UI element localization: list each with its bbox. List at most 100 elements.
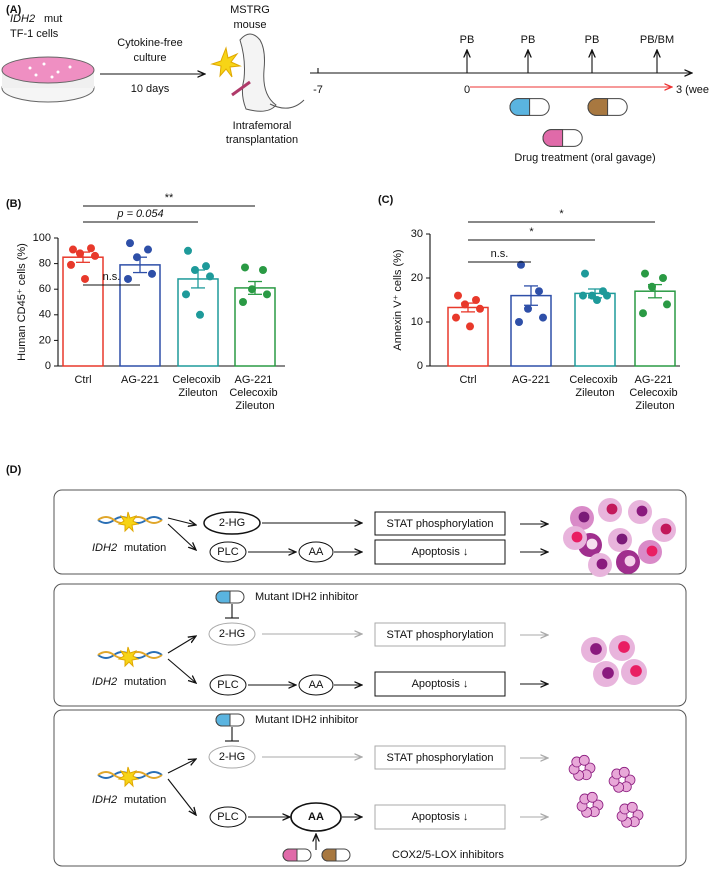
label: Apoptosis ↓ <box>412 546 469 558</box>
data-point <box>196 310 204 319</box>
label: STAT phosphorylation <box>386 752 493 764</box>
data-point <box>182 290 190 299</box>
data-point <box>133 253 141 262</box>
nucleus <box>606 503 618 515</box>
label: Mutant IDH2 inhibitor <box>255 591 359 603</box>
label: 2-HG <box>219 751 245 763</box>
label: AA <box>309 679 324 691</box>
dish-top <box>1 56 95 84</box>
label: PLC <box>217 679 238 691</box>
data-point <box>639 309 647 318</box>
node <box>208 745 256 769</box>
data-point <box>476 304 484 313</box>
label: 3 (weeks) <box>676 84 709 96</box>
data-point <box>191 266 199 274</box>
label: AA <box>308 811 324 823</box>
y-tick-label: 80 <box>39 258 51 270</box>
data-point <box>461 300 469 309</box>
apoptotic-body <box>586 791 598 803</box>
data-point <box>263 290 271 299</box>
apoptotic-body <box>578 754 590 766</box>
data-point <box>81 274 89 283</box>
data-point <box>91 251 99 260</box>
data-point <box>67 260 75 269</box>
data-point <box>76 249 84 258</box>
data-point <box>524 304 532 313</box>
nucleus <box>596 558 608 570</box>
label: PLC <box>217 546 238 558</box>
label: culture <box>133 52 166 64</box>
label: Mutant IDH2 inhibitor <box>255 714 359 726</box>
nucleus <box>660 523 672 535</box>
data-point <box>663 300 671 309</box>
node-box <box>374 539 506 565</box>
significance-label: ** <box>165 192 174 204</box>
data-point <box>202 262 210 271</box>
significance-label: p = 0.054 <box>116 208 163 220</box>
arrow <box>167 517 196 525</box>
label: STAT phosphorylation <box>386 518 493 530</box>
label: IDH2 <box>10 13 35 25</box>
label: Apoptosis ↓ <box>412 678 469 690</box>
data-point <box>148 269 156 278</box>
node <box>298 674 334 696</box>
label: 2-HG <box>219 628 245 640</box>
node <box>208 622 256 646</box>
syringe <box>231 80 251 97</box>
pill-left <box>587 98 609 116</box>
node-box <box>374 622 506 647</box>
nucleus <box>624 555 636 567</box>
data-point <box>248 285 256 294</box>
pill-left <box>215 590 231 604</box>
panel-box <box>53 709 687 867</box>
nucleus <box>590 643 602 655</box>
nucleus <box>630 665 642 677</box>
data-point <box>452 313 460 322</box>
node <box>203 511 261 535</box>
y-tick-label: 100 <box>33 232 51 244</box>
y-axis-title: Human CD45⁺ cells (%) <box>16 243 28 361</box>
label: 2-HG <box>219 517 245 529</box>
data-point <box>144 245 152 254</box>
x-tick-label: AG-221 <box>512 374 550 386</box>
star <box>117 766 140 788</box>
label: mutation <box>124 676 166 688</box>
data-point <box>259 266 267 274</box>
y-tick-label: 40 <box>39 309 51 321</box>
y-tick-label: 0 <box>417 360 423 372</box>
bar <box>510 294 552 367</box>
mouse-tail <box>269 99 305 109</box>
arrow <box>167 523 196 550</box>
pill-left <box>509 98 531 116</box>
data-point <box>126 239 134 248</box>
label: PB/BM <box>640 34 674 46</box>
cell-dot <box>50 75 54 79</box>
arrow <box>167 658 196 683</box>
label: Apoptosis ↓ <box>412 811 469 823</box>
significance-label: * <box>559 208 564 220</box>
y-tick-label: 10 <box>411 316 423 328</box>
panel-label: (B) <box>6 198 22 210</box>
data-point <box>69 245 77 254</box>
node <box>209 806 247 828</box>
panel-label: (A) <box>6 4 22 16</box>
y-tick-label: 20 <box>39 334 51 346</box>
x-tick-label: Celecoxib Zileuton <box>569 374 620 399</box>
pill-left <box>215 713 231 727</box>
y-tick-label: 60 <box>39 283 51 295</box>
node <box>298 541 334 563</box>
x-tick-label: Celecoxib Zileuton <box>172 374 223 399</box>
bar <box>62 256 104 367</box>
data-point <box>241 263 249 272</box>
star <box>117 511 140 533</box>
data-point <box>239 298 247 306</box>
label: AA <box>309 546 324 558</box>
arrow <box>167 636 196 654</box>
x-tick-label: AG-221 <box>121 374 159 386</box>
data-point <box>466 322 474 331</box>
apoptotic-body <box>618 766 630 778</box>
label: transplantation <box>226 134 298 146</box>
nucleus <box>571 531 583 543</box>
label: 10 days <box>131 83 170 95</box>
